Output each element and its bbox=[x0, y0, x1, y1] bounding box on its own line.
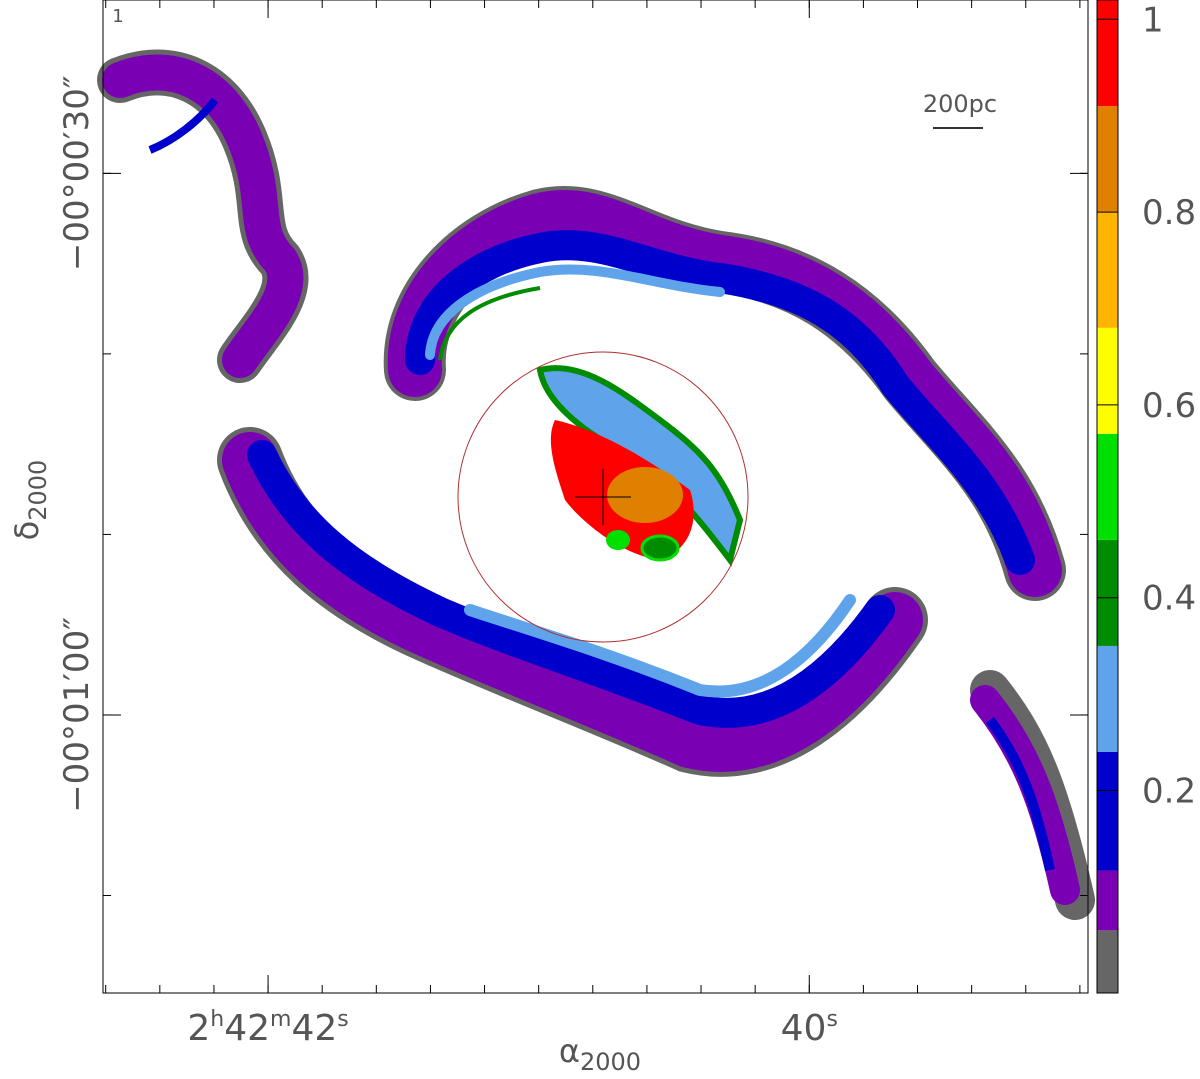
colorbar-segment bbox=[1097, 751, 1118, 871]
colorbar-tick-label: 0.4 bbox=[1142, 579, 1196, 619]
scale-bar-label: 200pc bbox=[923, 90, 997, 118]
plot-frame bbox=[102, 0, 1089, 994]
map-image bbox=[97, 49, 1095, 920]
y-tick-label: −00°00′30″ bbox=[57, 75, 97, 271]
x-tick-label: 40s bbox=[781, 1007, 838, 1049]
colorbar-frame bbox=[1096, 0, 1119, 994]
colorbar-segment bbox=[1097, 0, 1118, 107]
x-tick-label: 2h42m42s bbox=[187, 1007, 348, 1049]
colorbar-tick-label: 1 bbox=[1142, 0, 1164, 40]
colorbar-segment bbox=[1097, 539, 1118, 646]
colorbar-tick-label: 0.6 bbox=[1142, 386, 1196, 426]
colorbar-segment bbox=[1097, 327, 1118, 434]
colorbar-tick-label: 0.8 bbox=[1142, 193, 1196, 233]
colorbar-tick-label: 0.2 bbox=[1142, 772, 1196, 812]
x-axis-title: α2000 bbox=[559, 1032, 641, 1075]
y-axis-title: δ2000 bbox=[8, 460, 52, 541]
colorbar-segment bbox=[1097, 870, 1118, 931]
y-tick-label: −00°01′00″ bbox=[57, 617, 97, 813]
panel-label: 1 bbox=[112, 6, 123, 27]
colorbar-segment bbox=[1097, 645, 1118, 752]
colorbar-segment bbox=[1097, 212, 1118, 328]
colorbar-segment bbox=[1097, 433, 1118, 540]
colorbar-segment bbox=[1097, 930, 1118, 993]
colorbar-segment bbox=[1097, 106, 1118, 213]
